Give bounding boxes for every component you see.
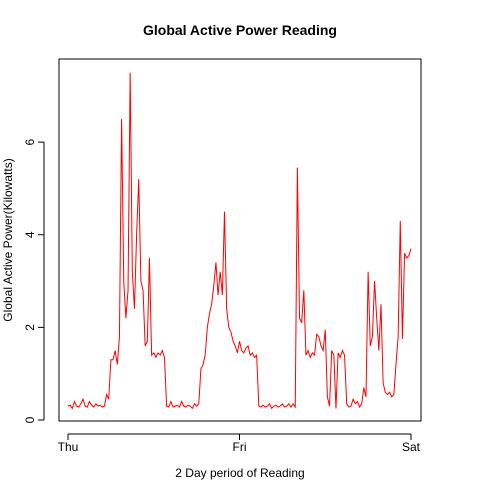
x-tick-label: Sat: [402, 440, 421, 454]
chart-title: Global Active Power Reading: [143, 22, 337, 38]
y-tick-label: 2: [23, 324, 37, 331]
y-tick-label: 4: [23, 231, 37, 238]
series-line-global-active-power: [67, 72, 412, 410]
x-axis: Thu Fri Sat: [58, 433, 421, 454]
y-axis: 0 2 4 6: [23, 138, 45, 423]
plot-frame: [58, 58, 422, 422]
y-tick-label: 0: [23, 416, 37, 423]
y-tick-label: 6: [23, 138, 37, 145]
y-axis-label: Global Active Power(Kilowatts): [1, 158, 15, 321]
x-tick-label: Thu: [58, 440, 79, 454]
x-axis-label: 2 Day period of Reading: [175, 466, 304, 480]
x-tick-label: Fri: [233, 440, 247, 454]
